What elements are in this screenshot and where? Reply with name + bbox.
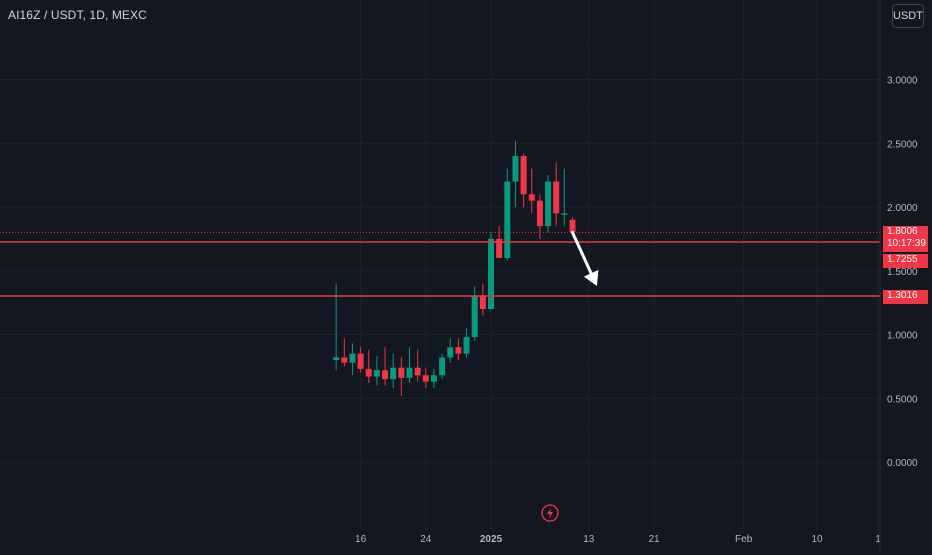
candle-body <box>398 367 405 378</box>
candle-body <box>341 357 348 363</box>
x-tick-label: 10 <box>811 534 823 545</box>
y-tick-label: 3.0000 <box>887 76 918 87</box>
candle-body <box>439 357 446 376</box>
candle-body <box>357 353 364 369</box>
x-tick-label: 21 <box>648 534 660 545</box>
x-tick-label: 1 <box>875 534 881 545</box>
y-tick-label: 2.0000 <box>887 203 918 214</box>
candle-countdown: 10:17:39 <box>887 238 926 249</box>
candle-body <box>447 347 454 358</box>
candle-body <box>349 353 356 363</box>
candle-body <box>479 296 486 309</box>
symbol-title[interactable]: AI16Z / USDT, 1D, MEXC <box>8 8 147 22</box>
x-tick-label: 2025 <box>480 534 503 545</box>
lightning-bolt-icon <box>541 504 559 522</box>
level-price-tag: 1.7255 <box>883 254 928 268</box>
grid-layer <box>0 0 880 530</box>
candle-body <box>422 375 429 382</box>
candle-body <box>390 367 397 380</box>
y-tick-label: 2.5000 <box>887 139 918 150</box>
logo-layer <box>541 504 559 522</box>
candle-body <box>512 156 519 182</box>
x-tick-label: 13 <box>583 534 595 545</box>
candle-body <box>455 347 462 354</box>
candle-body <box>382 370 389 380</box>
candle-body <box>496 238 503 258</box>
x-tick-label: 16 <box>355 534 367 545</box>
candle-body <box>373 370 380 377</box>
candle-body <box>365 368 372 377</box>
candle-body <box>463 337 470 354</box>
lightning-bolt-glyph <box>547 507 553 519</box>
annotation-layer <box>571 231 599 287</box>
candle-body <box>545 181 552 227</box>
candle-body <box>569 219 576 233</box>
axis-layer: 0.0000 0.5000 1.0000 1.5000 2.0000 2.5000 3.00… <box>355 0 918 550</box>
candle-body <box>333 357 340 360</box>
candle-body <box>504 181 511 258</box>
x-tick-label: 24 <box>420 534 432 545</box>
last-price-tag: 1.8006 10:17:39 <box>883 226 928 252</box>
candle-body <box>406 367 413 378</box>
y-tick-label: 1.5000 <box>887 267 918 278</box>
candle-body <box>553 181 560 214</box>
candle-body <box>536 200 543 227</box>
candle-body <box>414 367 421 376</box>
last-price-value: 1.8006 <box>887 226 918 237</box>
candle-body <box>561 213 568 215</box>
candle-body <box>520 156 527 195</box>
candle-body <box>430 375 437 382</box>
y-tick-label: 1.0000 <box>887 331 918 342</box>
candle-layer <box>333 140 576 396</box>
candle-body <box>488 238 494 309</box>
y-tick-label: 0.5000 <box>887 394 918 405</box>
y-tick-label: 0.0000 <box>887 458 918 469</box>
down-arrow-shaft <box>571 231 593 275</box>
currency-button[interactable]: USDT <box>892 4 924 28</box>
candle-body <box>528 194 535 201</box>
x-tick-label: Feb <box>735 534 753 545</box>
level-layer <box>0 231 880 297</box>
candle-body <box>471 296 478 338</box>
down-arrow-head <box>583 269 599 287</box>
level-price-tag: 1.3016 <box>883 290 928 304</box>
